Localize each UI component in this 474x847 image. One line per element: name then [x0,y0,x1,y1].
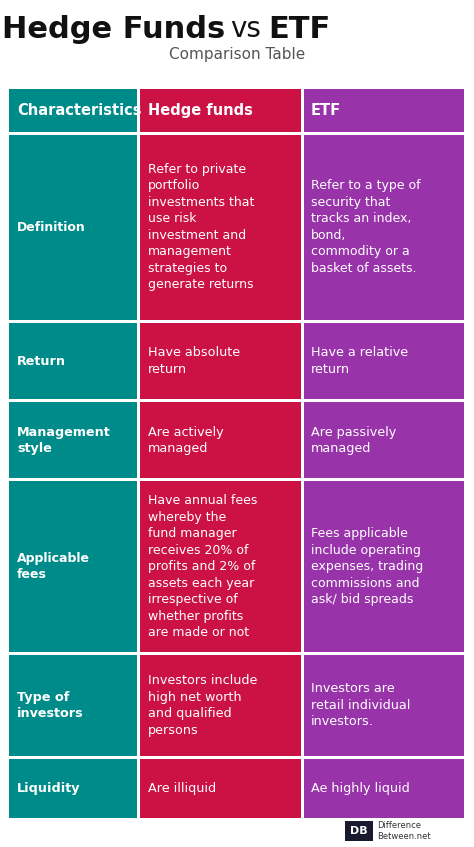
Text: Ae highly liquid: Ae highly liquid [311,782,410,794]
Text: Difference
Between.net: Difference Between.net [377,822,430,841]
Text: Hedge Funds: Hedge Funds [2,14,225,43]
Bar [303,759,465,817]
Bar [140,402,301,479]
Text: Refer to private
portfolio
investments that
use risk
investment and
management
s: Refer to private portfolio investments t… [147,163,254,291]
Text: Have absolute
return: Have absolute return [147,346,240,376]
Text: Are passively
managed: Are passively managed [311,425,396,455]
Bar [303,481,465,652]
Bar [303,655,465,756]
Text: Liquidity: Liquidity [17,782,81,794]
Text: Investors include
high net worth
and qualified
persons: Investors include high net worth and qua… [147,674,257,737]
Text: Refer to a type of
security that
tracks an index,
bond,
commodity or a
basket of: Refer to a type of security that tracks … [311,180,420,275]
Text: DB: DB [350,826,368,836]
Text: Are illiquid: Are illiquid [147,782,216,794]
Bar [303,135,465,320]
Bar [140,655,301,756]
Text: ETF: ETF [268,14,330,43]
Text: Return: Return [17,355,66,368]
Bar [9,655,137,756]
Text: Comparison Table: Comparison Table [169,47,305,62]
Text: Fees applicable
include operating
expenses, trading
commissions and
ask/ bid spr: Fees applicable include operating expens… [311,527,423,606]
Bar [9,481,137,652]
Bar [140,135,301,320]
Text: Are actively
managed: Are actively managed [147,425,223,455]
Bar [140,759,301,817]
Text: Investors are
retail individual
investors.: Investors are retail individual investor… [311,683,410,728]
Bar [9,88,137,131]
Bar [9,759,137,817]
Text: Applicable
fees: Applicable fees [17,552,90,581]
Bar [345,821,373,841]
Bar [140,88,301,131]
Text: Characteristics: Characteristics [17,102,142,118]
Bar [140,481,301,652]
Bar [303,88,465,131]
Bar [9,323,137,399]
Bar [9,135,137,320]
Bar [303,402,465,479]
Text: Hedge funds: Hedge funds [147,102,252,118]
Text: Have annual fees
whereby the
fund manager
receives 20% of
profits and 2% of
asse: Have annual fees whereby the fund manage… [147,494,257,639]
Text: Management
style: Management style [17,425,111,455]
Text: vs: vs [230,15,261,43]
Text: Have a relative
return: Have a relative return [311,346,408,376]
Bar [303,323,465,399]
Text: Type of
investors: Type of investors [17,691,83,720]
Bar [9,402,137,479]
Bar [140,323,301,399]
Text: ETF: ETF [311,102,341,118]
Text: Definition: Definition [17,221,86,234]
